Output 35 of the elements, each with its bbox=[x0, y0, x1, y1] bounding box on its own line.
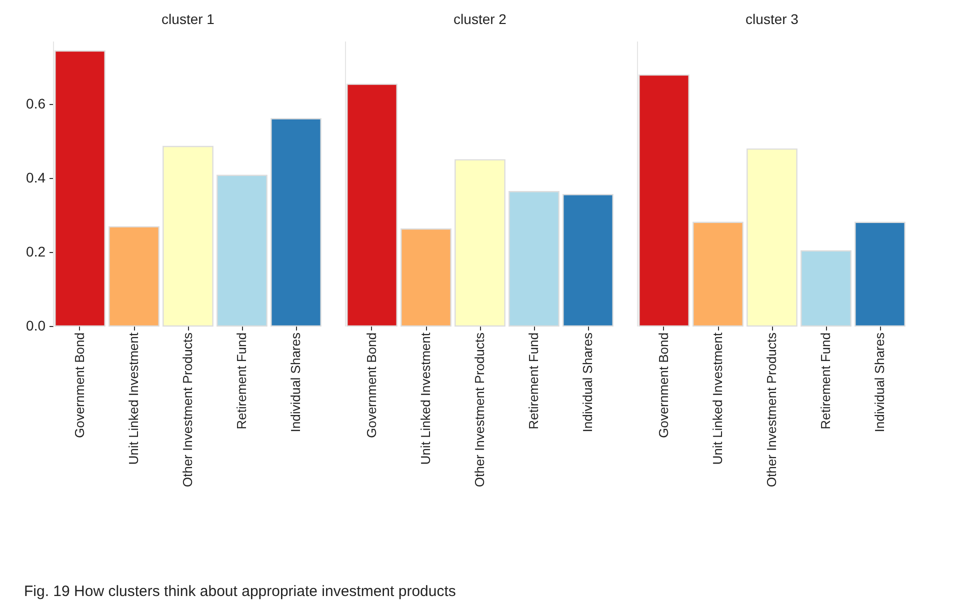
x-tick-label: Other Investment Products bbox=[180, 332, 195, 488]
x-tick-label: Individual Shares bbox=[288, 332, 303, 432]
bar bbox=[270, 118, 322, 327]
x-tick-label: Government Bond bbox=[72, 332, 87, 438]
x-tick-label: Other Investment Products bbox=[764, 332, 779, 488]
chart-title: cluster 2 bbox=[454, 11, 507, 27]
x-tick-label: Unit Linked Investment bbox=[126, 332, 141, 465]
y-tick-label: 0.6 bbox=[26, 95, 46, 112]
bar bbox=[108, 226, 160, 327]
x-tick-label: Government Bond bbox=[656, 332, 671, 438]
bar bbox=[562, 194, 614, 327]
x-tick-label: Retirement Fund bbox=[818, 332, 833, 430]
x-tick-label: Unit Linked Investment bbox=[418, 332, 433, 465]
x-tick-label: Unit Linked Investment bbox=[710, 332, 725, 465]
bar bbox=[216, 174, 268, 327]
bar bbox=[800, 250, 852, 327]
x-tick-label: Individual Shares bbox=[872, 332, 887, 432]
y-tick-label: 0.2 bbox=[26, 243, 46, 260]
bar bbox=[854, 222, 906, 327]
bar bbox=[746, 148, 798, 327]
x-tick-label: Individual Shares bbox=[580, 332, 595, 432]
bar bbox=[400, 228, 452, 327]
bar bbox=[162, 146, 214, 327]
chart-title: cluster 1 bbox=[162, 11, 215, 27]
y-tick-label: 0.4 bbox=[26, 169, 46, 186]
x-tick-label: Other Investment Products bbox=[472, 332, 487, 488]
bar bbox=[692, 222, 744, 327]
chart-title: cluster 3 bbox=[746, 11, 799, 27]
x-tick-label: Retirement Fund bbox=[526, 332, 541, 430]
caption: Fig. 19 How clusters think about appropriate investment products bbox=[24, 583, 456, 600]
x-tick-label: Government Bond bbox=[364, 332, 379, 438]
y-tick-label: 0.0 bbox=[26, 318, 46, 334]
bar bbox=[508, 191, 560, 327]
x-tick-label: Retirement Fund bbox=[234, 332, 249, 430]
bar bbox=[454, 159, 506, 327]
